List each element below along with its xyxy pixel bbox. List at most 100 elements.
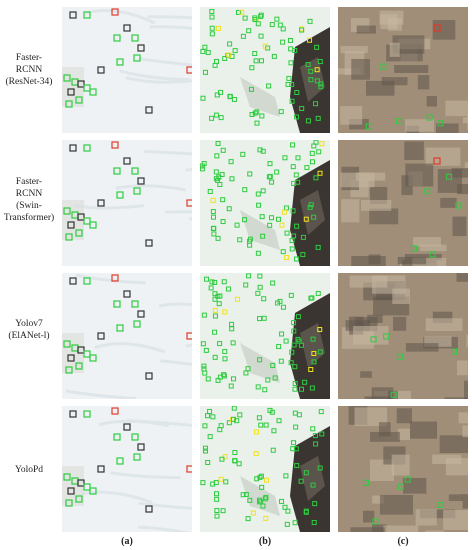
detection-box-icon	[289, 246, 295, 252]
detection-box-icon	[133, 54, 141, 62]
detection-box-icon	[278, 109, 284, 115]
detection-box-icon	[200, 480, 206, 486]
detection-box-icon	[240, 492, 246, 498]
detection-box-icon	[200, 95, 206, 101]
detection-box-icon	[390, 391, 397, 398]
detection-box-icon	[309, 150, 315, 156]
detection-box-icon	[258, 473, 264, 479]
detection-box-icon	[272, 375, 278, 381]
detection-box-icon	[279, 498, 285, 504]
detection-box-icon	[210, 197, 216, 203]
detection-box-icon	[303, 470, 309, 476]
detection-box-icon	[263, 422, 269, 428]
detection-box-icon	[111, 407, 119, 415]
detection-box-icon	[111, 141, 119, 149]
detection-box-icon	[133, 187, 141, 195]
detection-box-icon	[220, 197, 226, 203]
detection-box-icon	[283, 473, 289, 479]
detection-box-icon	[234, 418, 240, 424]
panel-r1-a	[62, 7, 192, 133]
detection-box-icon	[280, 26, 286, 32]
detection-box-icon	[317, 349, 323, 355]
detection-box-icon	[260, 148, 266, 154]
detection-box-icon	[291, 233, 297, 239]
detection-box-icon	[261, 296, 267, 302]
detection-box-icon	[214, 153, 220, 159]
detection-box-icon	[291, 440, 297, 446]
detection-box-icon	[203, 347, 209, 353]
detection-box-icon	[116, 457, 124, 465]
detection-box-icon	[232, 450, 238, 456]
detection-box-icon	[116, 191, 124, 199]
detection-box-icon	[278, 358, 284, 364]
detection-box-icon	[97, 332, 105, 340]
detection-box-icon	[426, 114, 433, 121]
detection-box-icon	[212, 291, 218, 297]
panel-r2-a	[62, 140, 192, 266]
detection-box-icon	[145, 239, 153, 247]
detection-box-icon	[214, 92, 220, 98]
detection-box-icon	[240, 33, 246, 39]
detection-box-icon	[253, 58, 259, 64]
detection-box-icon	[229, 176, 235, 182]
column-label-c: (c)	[397, 536, 409, 547]
detection-box-icon	[292, 364, 298, 370]
detection-box-icon	[311, 519, 317, 525]
detection-box-icon	[295, 314, 301, 320]
detection-box-icon	[111, 274, 119, 282]
detection-box-icon	[83, 410, 91, 418]
detection-box-icon	[309, 295, 315, 301]
detection-box-icon	[293, 172, 299, 178]
detection-box-icon	[77, 213, 85, 221]
detection-box-icon	[67, 487, 75, 495]
detection-box-icon	[265, 377, 271, 383]
aerial-image	[338, 7, 468, 133]
detection-box-icon	[137, 310, 145, 318]
detection-box-icon	[269, 22, 275, 28]
detection-box-icon	[270, 447, 276, 453]
detection-box-icon	[310, 336, 316, 342]
detection-box-icon	[285, 81, 291, 87]
detection-box-icon	[205, 50, 211, 56]
detection-box-icon	[246, 273, 252, 279]
detection-box-icon	[293, 114, 299, 120]
detection-box-icon	[311, 143, 317, 149]
detection-box-icon	[411, 245, 418, 252]
detection-box-icon	[222, 55, 228, 61]
detection-box-icon	[235, 9, 241, 15]
detection-box-icon	[255, 290, 261, 296]
detection-box-icon	[75, 362, 83, 370]
detection-box-icon	[263, 494, 269, 500]
detection-box-icon	[83, 217, 91, 225]
detection-box-icon	[236, 461, 242, 467]
detection-box-icon	[254, 120, 260, 126]
detection-box-icon	[215, 235, 221, 241]
detection-box-icon	[309, 385, 315, 391]
detection-box-icon	[231, 376, 237, 382]
detection-box-icon	[113, 167, 121, 175]
detection-box-icon	[260, 188, 266, 194]
detection-box-icon	[200, 163, 205, 169]
detection-box-icon	[303, 509, 309, 515]
detection-box-icon	[213, 112, 219, 118]
detection-box-icon	[318, 81, 324, 87]
detection-box-icon	[200, 48, 206, 54]
detection-box-icon	[264, 477, 270, 483]
detection-box-icon	[83, 277, 91, 285]
detection-box-icon	[298, 478, 304, 484]
detection-box-icon	[222, 349, 228, 355]
detection-box-icon	[247, 171, 253, 177]
detection-box-icon	[276, 344, 282, 350]
detection-box-icon	[230, 340, 236, 346]
detection-box-icon	[267, 407, 273, 413]
detection-box-icon	[308, 366, 314, 372]
detection-box-icon	[234, 222, 240, 228]
detection-box-icon	[310, 426, 316, 432]
detection-box-icon	[67, 354, 75, 362]
detection-box-icon	[294, 90, 300, 96]
detection-box-icon	[317, 170, 323, 176]
detection-box-icon	[230, 416, 236, 422]
detection-box-icon	[433, 157, 441, 165]
detection-box-icon	[77, 80, 85, 88]
detection-box-icon	[363, 479, 370, 486]
